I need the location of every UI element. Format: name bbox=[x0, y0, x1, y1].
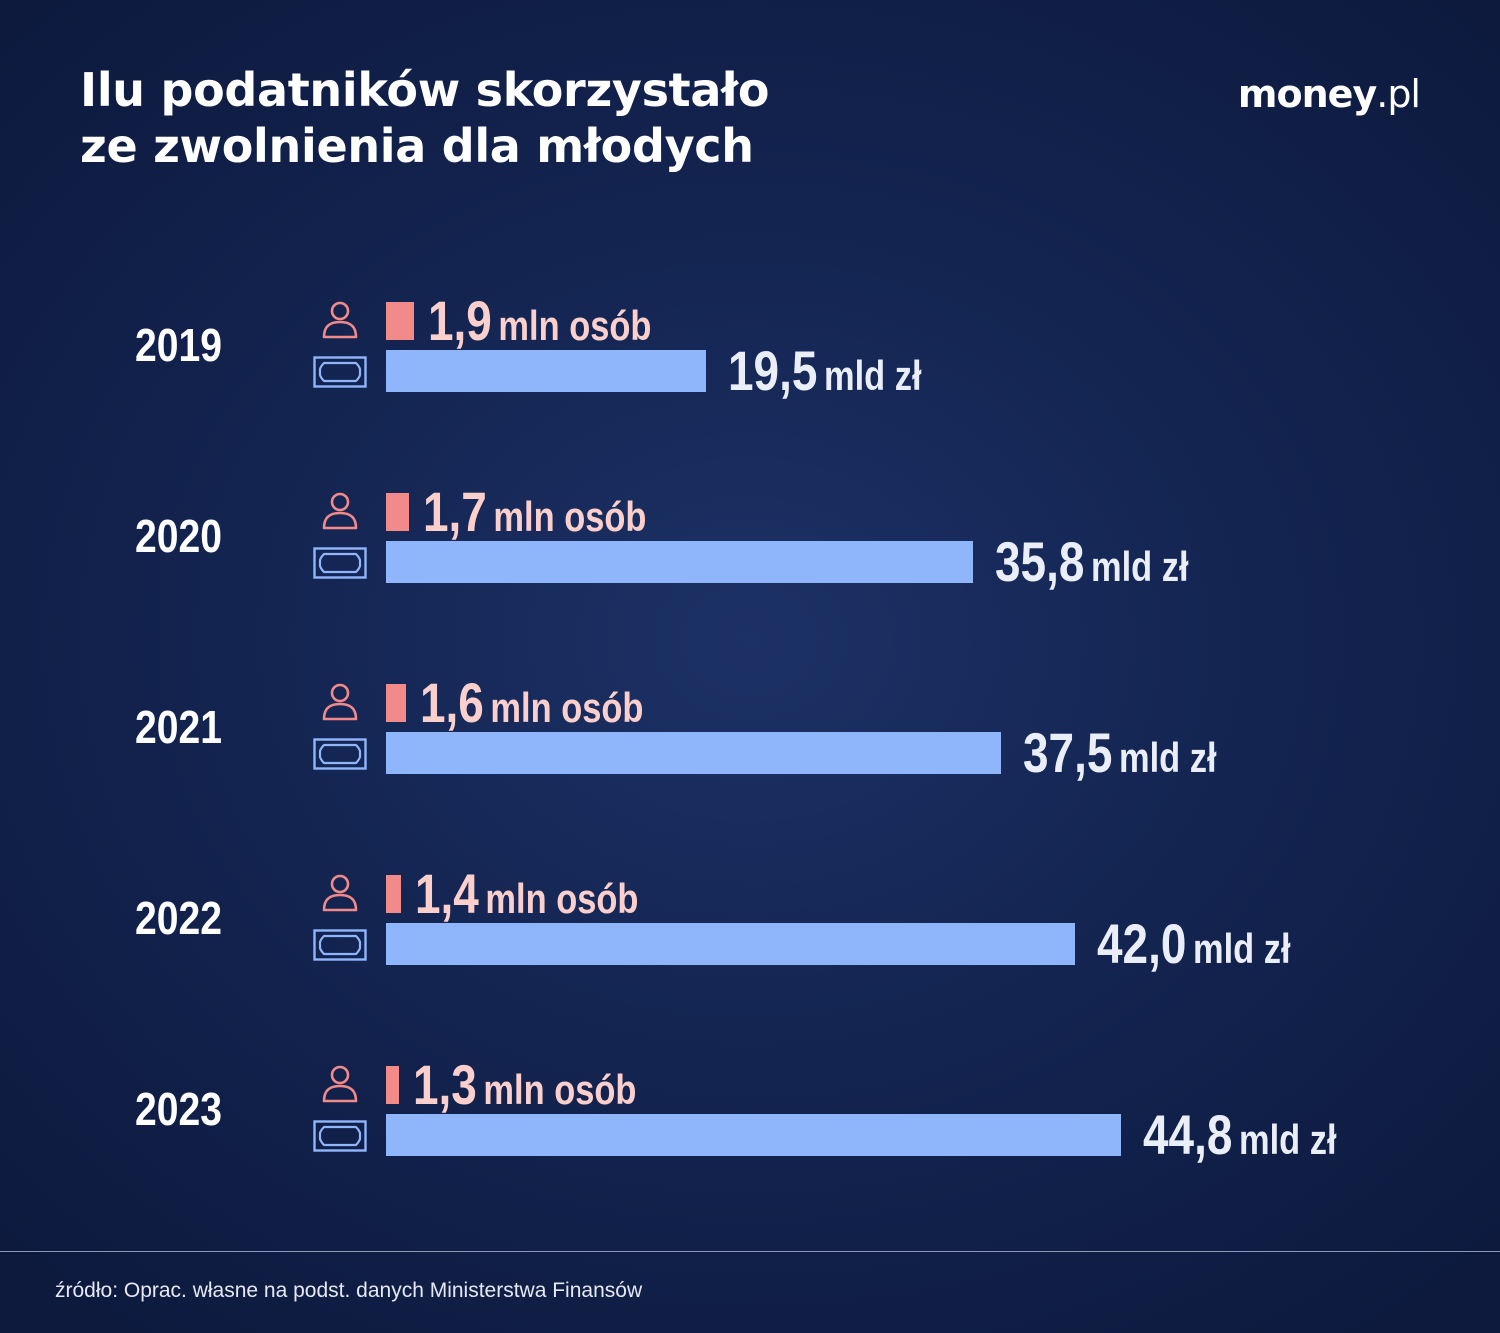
people-count-value: 1,6 bbox=[420, 671, 484, 734]
logo-text-thin: .pl bbox=[1376, 72, 1421, 116]
person-icon bbox=[322, 1065, 358, 1103]
chart-row: 2019 1,9 mln osób 19,5 mld zł bbox=[0, 289, 1500, 410]
people-count-marker bbox=[386, 493, 409, 531]
money-value: 42,0 bbox=[1097, 912, 1187, 975]
chart-row: 2022 1,4 mln osób 42,0 mld zł bbox=[0, 862, 1500, 983]
chart-row: 2021 1,6 mln osób 37,5 mld zł bbox=[0, 671, 1500, 792]
logo-text-bold: money bbox=[1237, 72, 1377, 116]
money-value-label: 42,0 mld zł bbox=[1097, 911, 1291, 976]
chart-row: 2020 1,7 mln osób 35,8 mld zł bbox=[0, 480, 1500, 601]
people-count-unit: mln osób bbox=[485, 875, 639, 922]
chart-title: Ilu podatników skorzystało ze zwolnienia… bbox=[80, 62, 769, 174]
person-icon bbox=[322, 492, 358, 530]
brand-logo: money.pl bbox=[1237, 72, 1421, 116]
people-count-unit: mln osób bbox=[483, 1066, 637, 1113]
people-count-value: 1,4 bbox=[415, 862, 479, 925]
money-unit: mld zł bbox=[1090, 543, 1189, 590]
money-bar bbox=[386, 923, 1075, 965]
people-count-value: 1,7 bbox=[423, 480, 487, 543]
people-count-value: 1,9 bbox=[428, 289, 492, 352]
money-value-label: 44,8 mld zł bbox=[1143, 1102, 1337, 1167]
year-label: 2022 bbox=[135, 892, 222, 944]
people-count-unit: mln osób bbox=[493, 493, 647, 540]
person-icon bbox=[322, 683, 358, 721]
year-label: 2020 bbox=[135, 510, 222, 562]
footer-divider bbox=[0, 1251, 1500, 1252]
money-bar bbox=[386, 1114, 1121, 1156]
people-count-unit: mln osób bbox=[498, 302, 652, 349]
person-icon bbox=[322, 874, 358, 912]
people-count-value: 1,3 bbox=[413, 1053, 477, 1116]
people-count-marker bbox=[386, 875, 401, 913]
year-label: 2023 bbox=[135, 1083, 222, 1135]
money-value-label: 37,5 mld zł bbox=[1023, 720, 1217, 785]
money-value: 19,5 bbox=[728, 339, 818, 402]
people-count-label: 1,3 mln osób bbox=[413, 1052, 636, 1117]
chart-title-line-1: Ilu podatników skorzystało bbox=[80, 63, 770, 117]
people-count-marker bbox=[386, 1066, 399, 1104]
person-icon bbox=[322, 301, 358, 339]
year-label: 2019 bbox=[135, 319, 222, 371]
people-count-label: 1,7 mln osób bbox=[423, 479, 646, 544]
money-unit: mld zł bbox=[823, 352, 922, 399]
money-bar bbox=[386, 541, 973, 583]
money-bar bbox=[386, 350, 706, 392]
banknote-icon bbox=[313, 547, 367, 579]
source-note: źródło: Oprac. własne na podst. danych M… bbox=[55, 1279, 643, 1302]
money-value: 37,5 bbox=[1023, 721, 1113, 784]
people-count-unit: mln osób bbox=[490, 684, 644, 731]
year-label: 2021 bbox=[135, 701, 222, 753]
money-unit: mld zł bbox=[1238, 1116, 1337, 1163]
money-value: 44,8 bbox=[1143, 1103, 1233, 1166]
chart-row: 2023 1,3 mln osób 44,8 mld zł bbox=[0, 1053, 1500, 1174]
money-value: 35,8 bbox=[995, 530, 1085, 593]
money-unit: mld zł bbox=[1118, 734, 1217, 781]
money-value-label: 19,5 mld zł bbox=[728, 338, 922, 403]
banknote-icon bbox=[313, 1120, 367, 1152]
chart-title-line-2: ze zwolnienia dla młodych bbox=[80, 119, 754, 173]
banknote-icon bbox=[313, 738, 367, 770]
people-count-marker bbox=[386, 684, 406, 722]
money-value-label: 35,8 mld zł bbox=[995, 529, 1189, 594]
people-count-label: 1,9 mln osób bbox=[428, 288, 651, 353]
people-count-marker bbox=[386, 302, 414, 340]
banknote-icon bbox=[313, 356, 367, 388]
money-bar bbox=[386, 732, 1001, 774]
people-count-label: 1,4 mln osób bbox=[415, 861, 638, 926]
people-count-label: 1,6 mln osób bbox=[420, 670, 643, 735]
banknote-icon bbox=[313, 929, 367, 961]
money-unit: mld zł bbox=[1192, 925, 1291, 972]
